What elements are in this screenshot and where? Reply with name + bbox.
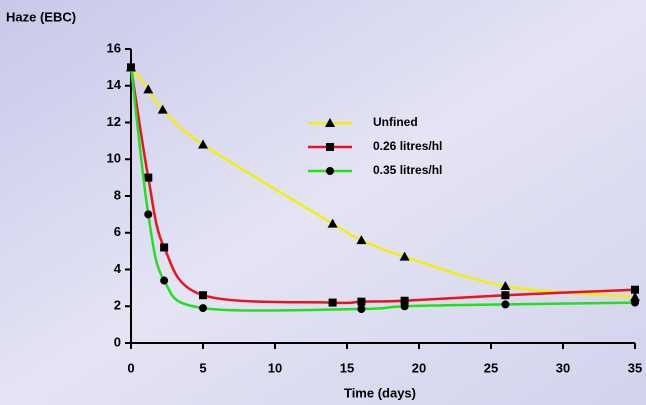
y-axis-title: Haze (EBC): [6, 9, 76, 24]
marker: [357, 305, 366, 314]
marker: [501, 291, 510, 300]
marker: [327, 218, 338, 228]
marker: [357, 297, 366, 306]
y-tick-label: 8: [114, 187, 121, 202]
marker: [199, 291, 207, 300]
marker: [160, 276, 169, 285]
marker: [500, 281, 511, 291]
marker: [157, 104, 168, 114]
marker: [127, 63, 135, 72]
legend-label: 0.35 litres/hl: [373, 163, 442, 177]
x-tick-label: 5: [199, 360, 206, 375]
x-tick-label: 20: [412, 360, 426, 375]
legend-label: Unfined: [373, 115, 418, 129]
marker: [325, 118, 335, 127]
y-tick-label: 2: [114, 298, 121, 313]
x-tick-label: 25: [484, 360, 498, 375]
x-tick-label: 30: [556, 360, 570, 375]
marker: [399, 251, 410, 261]
y-tick-label: 0: [114, 334, 121, 349]
marker: [328, 298, 337, 307]
marker: [326, 143, 334, 151]
marker: [630, 292, 640, 302]
marker: [631, 285, 639, 294]
marker: [160, 243, 169, 252]
marker: [199, 304, 207, 313]
y-tick-label: 12: [107, 114, 121, 129]
marker: [400, 296, 409, 305]
x-tick-label: 15: [340, 360, 354, 375]
marker: [143, 84, 154, 94]
marker: [631, 298, 639, 307]
y-tick-label: 4: [114, 261, 122, 276]
marker: [198, 139, 208, 149]
x-axis-title: Time (days): [344, 385, 416, 400]
y-tick-label: 16: [107, 40, 121, 55]
x-tick-label: 0: [127, 360, 134, 375]
x-tick-label: 10: [268, 360, 282, 375]
legend-label: 0.26 litres/hl: [373, 139, 442, 153]
y-tick-label: 6: [114, 224, 121, 239]
x-tick-label: 35: [628, 360, 642, 375]
marker: [144, 210, 153, 219]
y-tick-label: 10: [107, 151, 121, 166]
marker: [356, 235, 367, 245]
marker: [501, 300, 510, 309]
y-tick-label: 14: [107, 77, 122, 92]
marker: [144, 173, 153, 182]
marker: [400, 302, 409, 311]
marker: [326, 167, 334, 175]
